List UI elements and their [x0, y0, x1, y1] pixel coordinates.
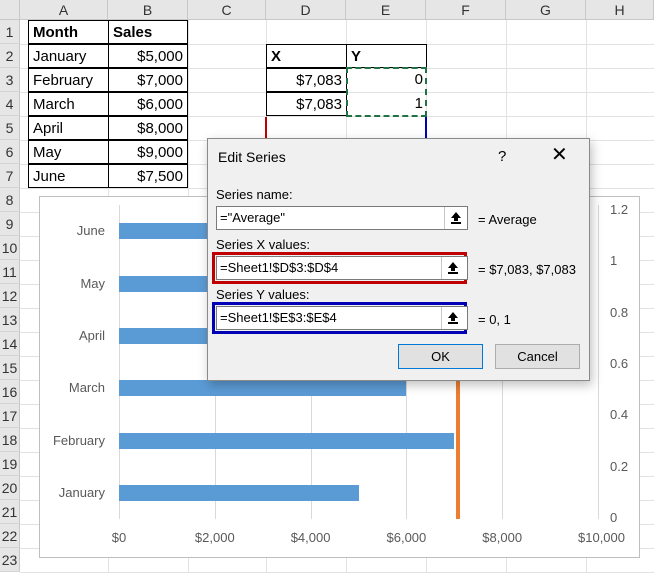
- row-header[interactable]: 14: [0, 332, 20, 356]
- column-header[interactable]: A: [20, 0, 108, 20]
- series-name-input[interactable]: ="Average": [216, 206, 468, 230]
- y-values-value: =Sheet1!$E$3:$E$4: [220, 310, 337, 325]
- row-header[interactable]: 4: [0, 92, 20, 116]
- x-values-result: = $7,083, $7,083: [478, 262, 576, 277]
- y-values-label: Series Y values:: [216, 287, 310, 302]
- row-header[interactable]: 16: [0, 380, 20, 404]
- x-values-value: =Sheet1!$D$3:$D$4: [220, 260, 339, 275]
- chart-gridline: [119, 205, 120, 519]
- category-label: June: [76, 223, 105, 239]
- collapse-range-button-name[interactable]: [444, 207, 466, 229]
- row-header[interactable]: 12: [0, 284, 20, 308]
- category-label: April: [78, 327, 105, 343]
- column-header[interactable]: E: [346, 0, 426, 20]
- column-header[interactable]: F: [426, 0, 506, 20]
- x-tick-label: $4,000: [290, 530, 331, 545]
- y-value-cell[interactable]: 1: [414, 95, 423, 112]
- row-header[interactable]: 13: [0, 308, 20, 332]
- y-value-cell[interactable]: 0: [414, 71, 423, 88]
- category-label: January: [58, 484, 105, 500]
- range-select-icon: [447, 312, 458, 324]
- secondary-y-tick-label: 0: [610, 510, 618, 525]
- row-header[interactable]: 9: [0, 212, 20, 236]
- row-header[interactable]: 11: [0, 260, 20, 284]
- range-select-icon: [447, 262, 458, 274]
- ok-button[interactable]: OK: [398, 344, 483, 369]
- row-header[interactable]: 6: [0, 140, 20, 164]
- close-icon[interactable]: ✕: [551, 144, 568, 166]
- bar-january[interactable]: [119, 484, 359, 501]
- x-tick-label: $0: [111, 530, 127, 545]
- sales-cell[interactable]: $7,000: [108, 68, 188, 92]
- series-name-label: Series name:: [216, 187, 293, 202]
- row-header[interactable]: 7: [0, 164, 20, 188]
- x-tick-label: $8,000: [482, 530, 523, 545]
- row-header[interactable]: 22: [0, 524, 20, 548]
- row-header[interactable]: 5: [0, 116, 20, 140]
- bar-february[interactable]: [119, 432, 455, 449]
- y-values-input[interactable]: =Sheet1!$E$3:$E$4: [216, 306, 468, 330]
- collapse-range-button-x[interactable]: [441, 257, 463, 279]
- header-sales[interactable]: Sales: [108, 20, 188, 44]
- row-header[interactable]: 17: [0, 404, 20, 428]
- dialog-title: Edit Series: [218, 149, 286, 165]
- category-label: March: [68, 380, 105, 396]
- x-tick-label: $2,000: [194, 530, 235, 545]
- secondary-y-tick-label: 0.6: [610, 356, 629, 371]
- range-select-icon: [450, 212, 461, 224]
- select-all-corner[interactable]: [0, 0, 20, 20]
- row-header[interactable]: 10: [0, 236, 20, 260]
- secondary-y-tick-label: 0.8: [610, 304, 629, 320]
- row-header[interactable]: 20: [0, 476, 20, 500]
- secondary-y-tick-label: 0.2: [610, 458, 629, 474]
- row-header[interactable]: 15: [0, 356, 20, 380]
- chart-gridline: [598, 205, 599, 519]
- series-name-value: ="Average": [220, 210, 286, 225]
- row-header[interactable]: 3: [0, 68, 20, 92]
- column-header[interactable]: C: [188, 0, 266, 20]
- cancel-button[interactable]: Cancel: [495, 344, 580, 369]
- row-header[interactable]: 21: [0, 500, 20, 524]
- edit-series-dialog[interactable]: Edit Series ? ✕ Series name: ="Average" …: [207, 138, 590, 381]
- x-tick-label: $10,000: [578, 530, 625, 545]
- gridline-horizontal: [20, 116, 654, 117]
- secondary-y-tick-label: 1: [610, 253, 618, 269]
- row-header[interactable]: 8: [0, 188, 20, 212]
- category-label: May: [80, 275, 105, 291]
- secondary-y-tick-label: 1.2: [610, 202, 629, 217]
- x-values-label: Series X values:: [216, 237, 310, 252]
- row-header[interactable]: 2: [0, 44, 20, 68]
- sales-cell[interactable]: $8,000: [108, 116, 188, 140]
- bar-march[interactable]: [119, 380, 407, 397]
- series-name-result: = Average: [478, 212, 537, 227]
- secondary-y-tick-label: 0.4: [610, 407, 629, 423]
- column-header[interactable]: G: [506, 0, 586, 20]
- copy-marquee: [346, 67, 427, 117]
- collapse-range-button-y[interactable]: [441, 307, 463, 329]
- x-values-input[interactable]: =Sheet1!$D$3:$D$4: [216, 256, 468, 280]
- sales-cell[interactable]: $6,000: [108, 92, 188, 116]
- row-header[interactable]: 18: [0, 428, 20, 452]
- sales-cell[interactable]: $7,500: [108, 164, 188, 188]
- x-tick-label: $6,000: [386, 530, 427, 545]
- sales-cell[interactable]: $9,000: [108, 140, 188, 164]
- y-values-result: = 0, 1: [478, 312, 511, 327]
- category-label: February: [52, 432, 105, 448]
- row-header[interactable]: 19: [0, 452, 20, 476]
- sales-cell[interactable]: $5,000: [108, 44, 188, 68]
- row-header[interactable]: 1: [0, 20, 20, 44]
- column-header[interactable]: B: [108, 0, 188, 20]
- column-header[interactable]: D: [266, 0, 346, 20]
- help-button[interactable]: ?: [498, 148, 507, 165]
